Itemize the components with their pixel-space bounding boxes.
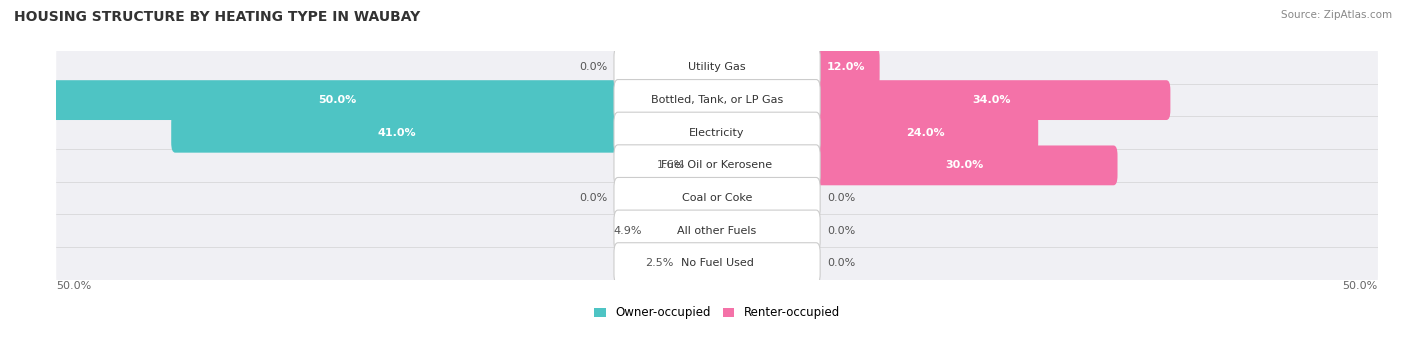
FancyBboxPatch shape (614, 112, 820, 153)
FancyBboxPatch shape (716, 184, 772, 211)
Text: Utility Gas: Utility Gas (689, 62, 745, 73)
Text: 0.0%: 0.0% (579, 193, 607, 203)
FancyBboxPatch shape (617, 119, 718, 146)
FancyBboxPatch shape (617, 184, 672, 211)
Text: 50.0%: 50.0% (318, 95, 356, 105)
FancyBboxPatch shape (56, 109, 1378, 156)
Text: No Fuel Used: No Fuel Used (681, 258, 754, 268)
FancyBboxPatch shape (614, 243, 820, 284)
FancyBboxPatch shape (813, 47, 880, 87)
FancyBboxPatch shape (614, 145, 820, 186)
Text: 12.0%: 12.0% (827, 62, 865, 73)
FancyBboxPatch shape (614, 177, 820, 219)
FancyBboxPatch shape (172, 113, 621, 153)
Text: 0.0%: 0.0% (579, 62, 607, 73)
Text: 50.0%: 50.0% (1343, 281, 1378, 291)
Text: 24.0%: 24.0% (905, 128, 945, 138)
FancyBboxPatch shape (617, 152, 718, 179)
FancyBboxPatch shape (716, 87, 817, 114)
Text: Bottled, Tank, or LP Gas: Bottled, Tank, or LP Gas (651, 95, 783, 105)
Text: 1.6%: 1.6% (657, 160, 685, 170)
Text: 0.0%: 0.0% (827, 226, 855, 236)
FancyBboxPatch shape (56, 142, 1378, 189)
FancyBboxPatch shape (813, 146, 1118, 185)
FancyBboxPatch shape (716, 152, 817, 179)
FancyBboxPatch shape (617, 54, 672, 81)
FancyBboxPatch shape (813, 80, 1170, 120)
FancyBboxPatch shape (56, 207, 1378, 254)
Text: Fuel Oil or Kerosene: Fuel Oil or Kerosene (661, 160, 773, 170)
FancyBboxPatch shape (614, 47, 820, 88)
Text: Coal or Coke: Coal or Coke (682, 193, 752, 203)
Text: 50.0%: 50.0% (56, 281, 91, 291)
FancyBboxPatch shape (716, 250, 772, 277)
Legend: Owner-occupied, Renter-occupied: Owner-occupied, Renter-occupied (589, 301, 845, 324)
Text: Source: ZipAtlas.com: Source: ZipAtlas.com (1281, 10, 1392, 20)
FancyBboxPatch shape (716, 217, 772, 244)
Text: 2.5%: 2.5% (645, 258, 673, 268)
FancyBboxPatch shape (56, 240, 1378, 287)
FancyBboxPatch shape (614, 79, 820, 121)
Text: All other Fuels: All other Fuels (678, 226, 756, 236)
FancyBboxPatch shape (56, 175, 1378, 222)
FancyBboxPatch shape (617, 217, 718, 244)
Text: 30.0%: 30.0% (946, 160, 984, 170)
FancyBboxPatch shape (617, 250, 718, 277)
FancyBboxPatch shape (716, 119, 817, 146)
FancyBboxPatch shape (617, 87, 718, 114)
Text: 41.0%: 41.0% (377, 128, 416, 138)
Text: Electricity: Electricity (689, 128, 745, 138)
FancyBboxPatch shape (56, 44, 1378, 91)
Text: 0.0%: 0.0% (827, 193, 855, 203)
FancyBboxPatch shape (716, 54, 817, 81)
Text: 0.0%: 0.0% (827, 258, 855, 268)
FancyBboxPatch shape (813, 113, 1038, 153)
Text: 34.0%: 34.0% (972, 95, 1011, 105)
FancyBboxPatch shape (614, 210, 820, 251)
Text: 4.9%: 4.9% (613, 226, 641, 236)
Text: HOUSING STRUCTURE BY HEATING TYPE IN WAUBAY: HOUSING STRUCTURE BY HEATING TYPE IN WAU… (14, 10, 420, 24)
FancyBboxPatch shape (56, 77, 1378, 123)
FancyBboxPatch shape (52, 80, 621, 120)
